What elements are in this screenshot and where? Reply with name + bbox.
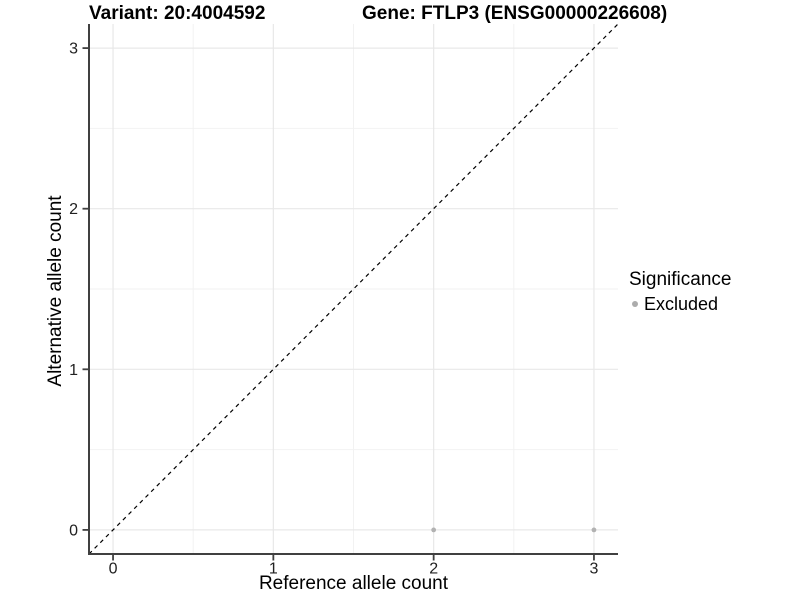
- x-axis-tick-label: 0: [109, 561, 118, 578]
- y-axis-tick-label: 3: [69, 41, 78, 58]
- identity-line: [88, 23, 619, 555]
- legend: Significance Excluded: [629, 268, 731, 316]
- y-axis-tick-label: 1: [69, 362, 78, 379]
- legend-point-icon: [632, 301, 638, 307]
- plot-title-variant: Variant: 20:4004592: [89, 3, 266, 24]
- y-axis-tick-label: 0: [69, 522, 78, 539]
- legend-item-label: Excluded: [644, 294, 719, 314]
- data-point: [431, 527, 437, 533]
- y-axis-title: Alternative allele count: [45, 195, 66, 387]
- legend-item-excluded: Excluded: [629, 292, 731, 316]
- x-axis-tick-label: 2: [429, 561, 438, 578]
- x-axis-tick-label: 1: [269, 561, 278, 578]
- legend-title: Significance: [629, 269, 732, 290]
- data-point: [591, 527, 597, 533]
- y-axis-tick-label: 2: [69, 201, 78, 218]
- x-axis-title: Reference allele count: [258, 573, 449, 594]
- x-axis-tick-label: 3: [590, 561, 599, 578]
- plot-title-gene: Gene: FTLP3 (ENSG00000226608): [362, 3, 668, 24]
